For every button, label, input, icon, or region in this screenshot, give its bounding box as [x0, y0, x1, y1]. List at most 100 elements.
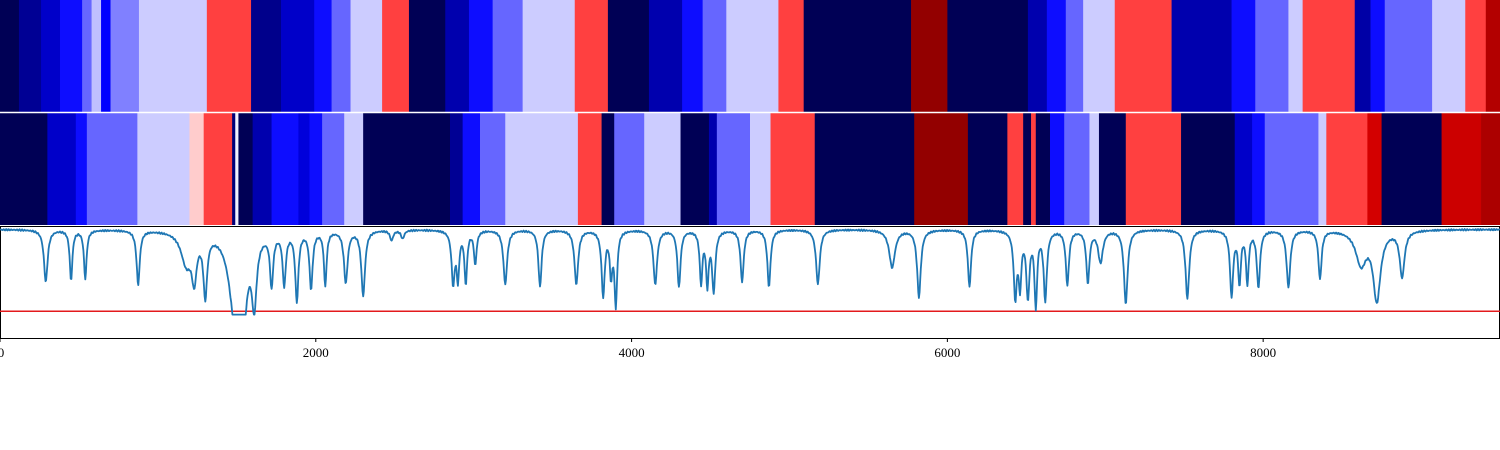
heatmap-cell — [1384, 0, 1433, 112]
heatmap-cell — [716, 113, 751, 225]
heatmap-cell — [680, 113, 710, 225]
heatmap-cell — [1485, 0, 1500, 112]
heatmap-cell — [350, 0, 383, 112]
heatmap-cell — [480, 113, 506, 225]
heatmap-cell — [967, 113, 1008, 225]
heatmap-cell — [232, 113, 236, 225]
heatmap-cell — [574, 0, 609, 112]
heatmap-cell — [322, 113, 345, 225]
x-tick-label: 2000 — [303, 345, 329, 360]
x-axis: 0 2000 4000 6000 8000 — [0, 338, 1276, 360]
heatmap-cell — [82, 0, 92, 112]
heatmap-cell — [41, 0, 61, 112]
heatmap-cell — [0, 0, 20, 112]
heatmap-cell — [1089, 113, 1100, 225]
heatmap-cell — [1288, 0, 1304, 112]
heatmap-cell — [1234, 113, 1253, 225]
heatmap-cell — [75, 113, 88, 225]
heatmap-cell — [914, 113, 969, 225]
heatmap-cell — [601, 113, 615, 225]
heatmap-cell — [1432, 0, 1466, 112]
heatmap-cell — [445, 0, 470, 112]
heatmap-cell — [309, 113, 323, 225]
x-tick-label: 4000 — [619, 345, 645, 360]
heatmap-cell — [1367, 113, 1382, 225]
heatmap-cell — [252, 113, 272, 225]
heatmap-cell — [1125, 113, 1182, 225]
heatmap-cell — [505, 113, 538, 225]
heatmap-cell — [110, 0, 140, 112]
heatmap-cell — [492, 0, 524, 112]
heatmap-cell — [238, 113, 254, 225]
heatmap-cell — [189, 113, 205, 225]
heatmap-cell — [1083, 0, 1116, 112]
heatmap-cell — [382, 0, 410, 112]
heatmap-cell — [778, 0, 805, 112]
heatmap-cell — [1255, 0, 1289, 112]
heatmap-cell — [1050, 113, 1065, 225]
heatmap-cell — [281, 0, 315, 112]
heatmap-cell — [577, 113, 602, 225]
heatmap-cell — [0, 113, 48, 225]
heatmap-cell — [1035, 113, 1051, 225]
heatmap-cell — [1007, 113, 1024, 225]
heatmap-cell — [271, 113, 299, 225]
heatmap-row-bottom — [0, 113, 1500, 225]
heatmap-cell — [770, 113, 816, 225]
heatmap-cell — [1326, 113, 1368, 225]
heatmap-cell — [251, 0, 282, 112]
heatmap-cell — [1181, 113, 1236, 225]
heatmap-cell — [206, 0, 252, 112]
heatmap-cell — [1171, 0, 1232, 112]
heatmap-cell — [18, 0, 42, 112]
heatmap-cell — [450, 113, 464, 225]
heatmap-cell — [614, 113, 645, 225]
heatmap-cell — [1481, 113, 1500, 225]
heatmap-cell — [1231, 0, 1256, 112]
heatmap-cell — [331, 0, 351, 112]
signal-panel-frame — [0, 226, 1500, 339]
heatmap-cell — [1318, 113, 1327, 225]
heatmap-cell — [803, 0, 912, 112]
heatmap-cell — [1114, 0, 1172, 112]
heatmap-cell — [1302, 0, 1356, 112]
heatmap-cell — [86, 113, 138, 225]
heatmap-cell — [1354, 0, 1371, 112]
heatmap-cell — [203, 113, 233, 225]
heatmap-cell — [750, 113, 771, 225]
heatmap-cell — [911, 0, 948, 112]
heatmap-cell — [47, 113, 77, 225]
heatmap-cell — [1441, 113, 1482, 225]
x-tick-label: 0 — [0, 345, 4, 360]
heatmap-cell — [522, 0, 576, 112]
heatmap-cell — [298, 113, 310, 225]
heatmap-cell — [101, 0, 111, 112]
heatmap-cell — [1046, 0, 1067, 112]
heatmap-cell — [91, 0, 102, 112]
signal-panel — [0, 226, 1500, 339]
heatmap-cell — [702, 0, 727, 112]
heatmap-cell — [682, 0, 704, 112]
heatmap-cell — [644, 113, 681, 225]
heatmap-cell — [708, 113, 718, 225]
heatmap-cell — [468, 0, 494, 112]
x-tick-label: 8000 — [1250, 345, 1276, 360]
heatmap-cell — [1465, 0, 1487, 112]
heatmap-cell — [408, 0, 446, 112]
heatmap-cell — [607, 0, 650, 112]
heatmap-cell — [1370, 0, 1386, 112]
x-tick-label: 6000 — [934, 345, 960, 360]
heatmap-cell — [137, 113, 190, 225]
heatmap-cell — [1023, 113, 1032, 225]
heatmap-cell — [314, 0, 332, 112]
heatmap-cell — [1264, 113, 1319, 225]
heatmap-cell — [1031, 113, 1037, 225]
signal-series-line — [0, 228, 1500, 316]
heatmap-cell — [1064, 113, 1090, 225]
heatmap-cell — [536, 113, 579, 225]
heatmap-cell — [1027, 0, 1048, 112]
heatmap-cell — [1065, 0, 1084, 112]
heatmap-cell — [1098, 113, 1127, 225]
heatmap-cell — [947, 0, 1029, 112]
